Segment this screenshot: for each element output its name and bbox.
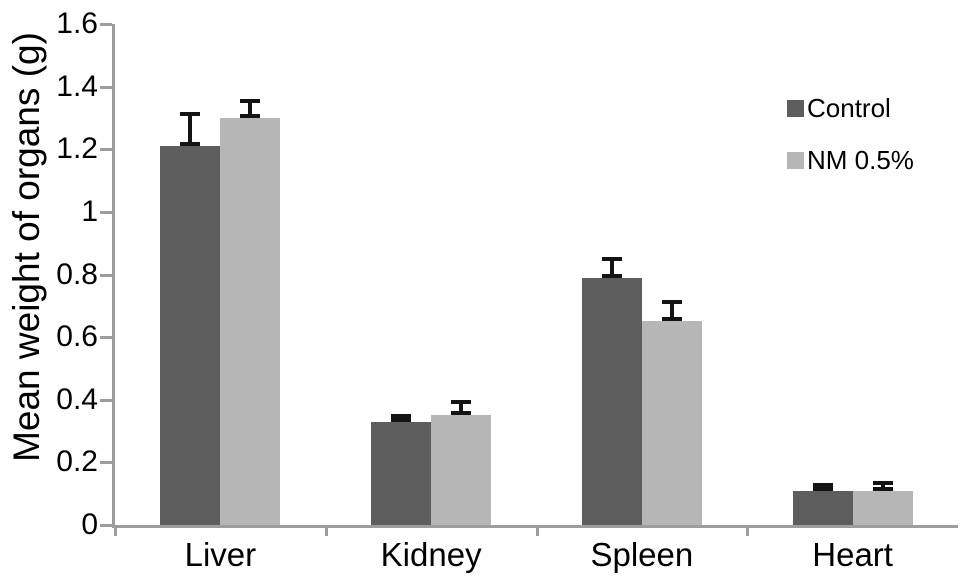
x-axis-tick bbox=[324, 528, 328, 536]
y-axis-tick bbox=[100, 461, 112, 465]
y-axis-tick-label: 1 bbox=[81, 194, 98, 228]
legend-swatch-control bbox=[787, 99, 804, 117]
x-axis-tick bbox=[114, 528, 117, 536]
error-bar-control-kidney bbox=[391, 413, 412, 422]
bar-nm-0-5-spleen bbox=[641, 321, 702, 525]
y-axis-tick bbox=[100, 524, 112, 527]
x-axis-tick bbox=[535, 528, 539, 536]
y-axis-tick-label: 1.6 bbox=[56, 7, 98, 40]
error-bar-nm-0-5-spleen bbox=[661, 299, 682, 322]
category-label-spleen: Spleen bbox=[590, 536, 694, 573]
plot-area: 0 0.2 0.4 0.6 0.8 1 1.2 1.4 1.6 Liver Kidney Spleen… bbox=[56, 9, 958, 573]
y-axis-tick-label: 0.6 bbox=[56, 320, 98, 354]
y-axis-tick-label: 0.8 bbox=[56, 257, 98, 291]
y-axis-tick-label: 0.4 bbox=[56, 382, 98, 416]
y-axis-tick-label: 0.2 bbox=[56, 445, 98, 479]
category-label-kidney: Kidney bbox=[380, 536, 482, 573]
y-axis-tick bbox=[100, 210, 112, 214]
y-axis-tick bbox=[100, 336, 112, 340]
y-axis-tick-label: 1.2 bbox=[56, 132, 98, 166]
legend: Control NM 0.5% bbox=[787, 92, 914, 199]
bar-nm-0-5-liver bbox=[220, 117, 281, 525]
y-axis-tick bbox=[100, 85, 112, 89]
error-bar-nm-0-5-liver bbox=[240, 99, 261, 118]
legend-item-control: Control bbox=[787, 92, 914, 123]
y-axis-tick bbox=[100, 148, 112, 152]
bar-nm-0-5-kidney bbox=[431, 415, 492, 525]
error-bar-control-spleen bbox=[601, 257, 622, 278]
bar-nm-0-5-heart bbox=[852, 490, 913, 525]
legend-item-nm-0-5: NM 0.5% bbox=[787, 144, 914, 175]
legend-swatch-nm-0-5 bbox=[787, 151, 804, 169]
error-bar-control-liver bbox=[180, 111, 201, 147]
bar-control-kidney bbox=[371, 421, 432, 525]
category-label-liver: Liver bbox=[184, 536, 257, 573]
legend-label-nm-0-5: NM 0.5% bbox=[807, 144, 914, 175]
x-axis-tick bbox=[746, 528, 750, 536]
bar-control-spleen bbox=[581, 277, 642, 525]
error-bar-nm-0-5-heart bbox=[872, 481, 893, 491]
y-axis-tick bbox=[100, 23, 112, 26]
y-axis-tick-label: 0 bbox=[81, 508, 98, 541]
y-axis-tick bbox=[100, 273, 112, 277]
bar-control-liver bbox=[160, 146, 221, 525]
category-label-heart: Heart bbox=[812, 536, 893, 573]
y-axis-tick bbox=[100, 398, 112, 402]
bar-control-heart bbox=[792, 490, 853, 525]
y-axis-title: Mean weight of organs (g) bbox=[6, 32, 47, 462]
y-axis-tick-label: 1.4 bbox=[56, 69, 98, 103]
error-bar-control-heart bbox=[812, 482, 833, 491]
legend-label-control: Control bbox=[807, 92, 891, 123]
error-bar-nm-0-5-kidney bbox=[451, 399, 472, 416]
